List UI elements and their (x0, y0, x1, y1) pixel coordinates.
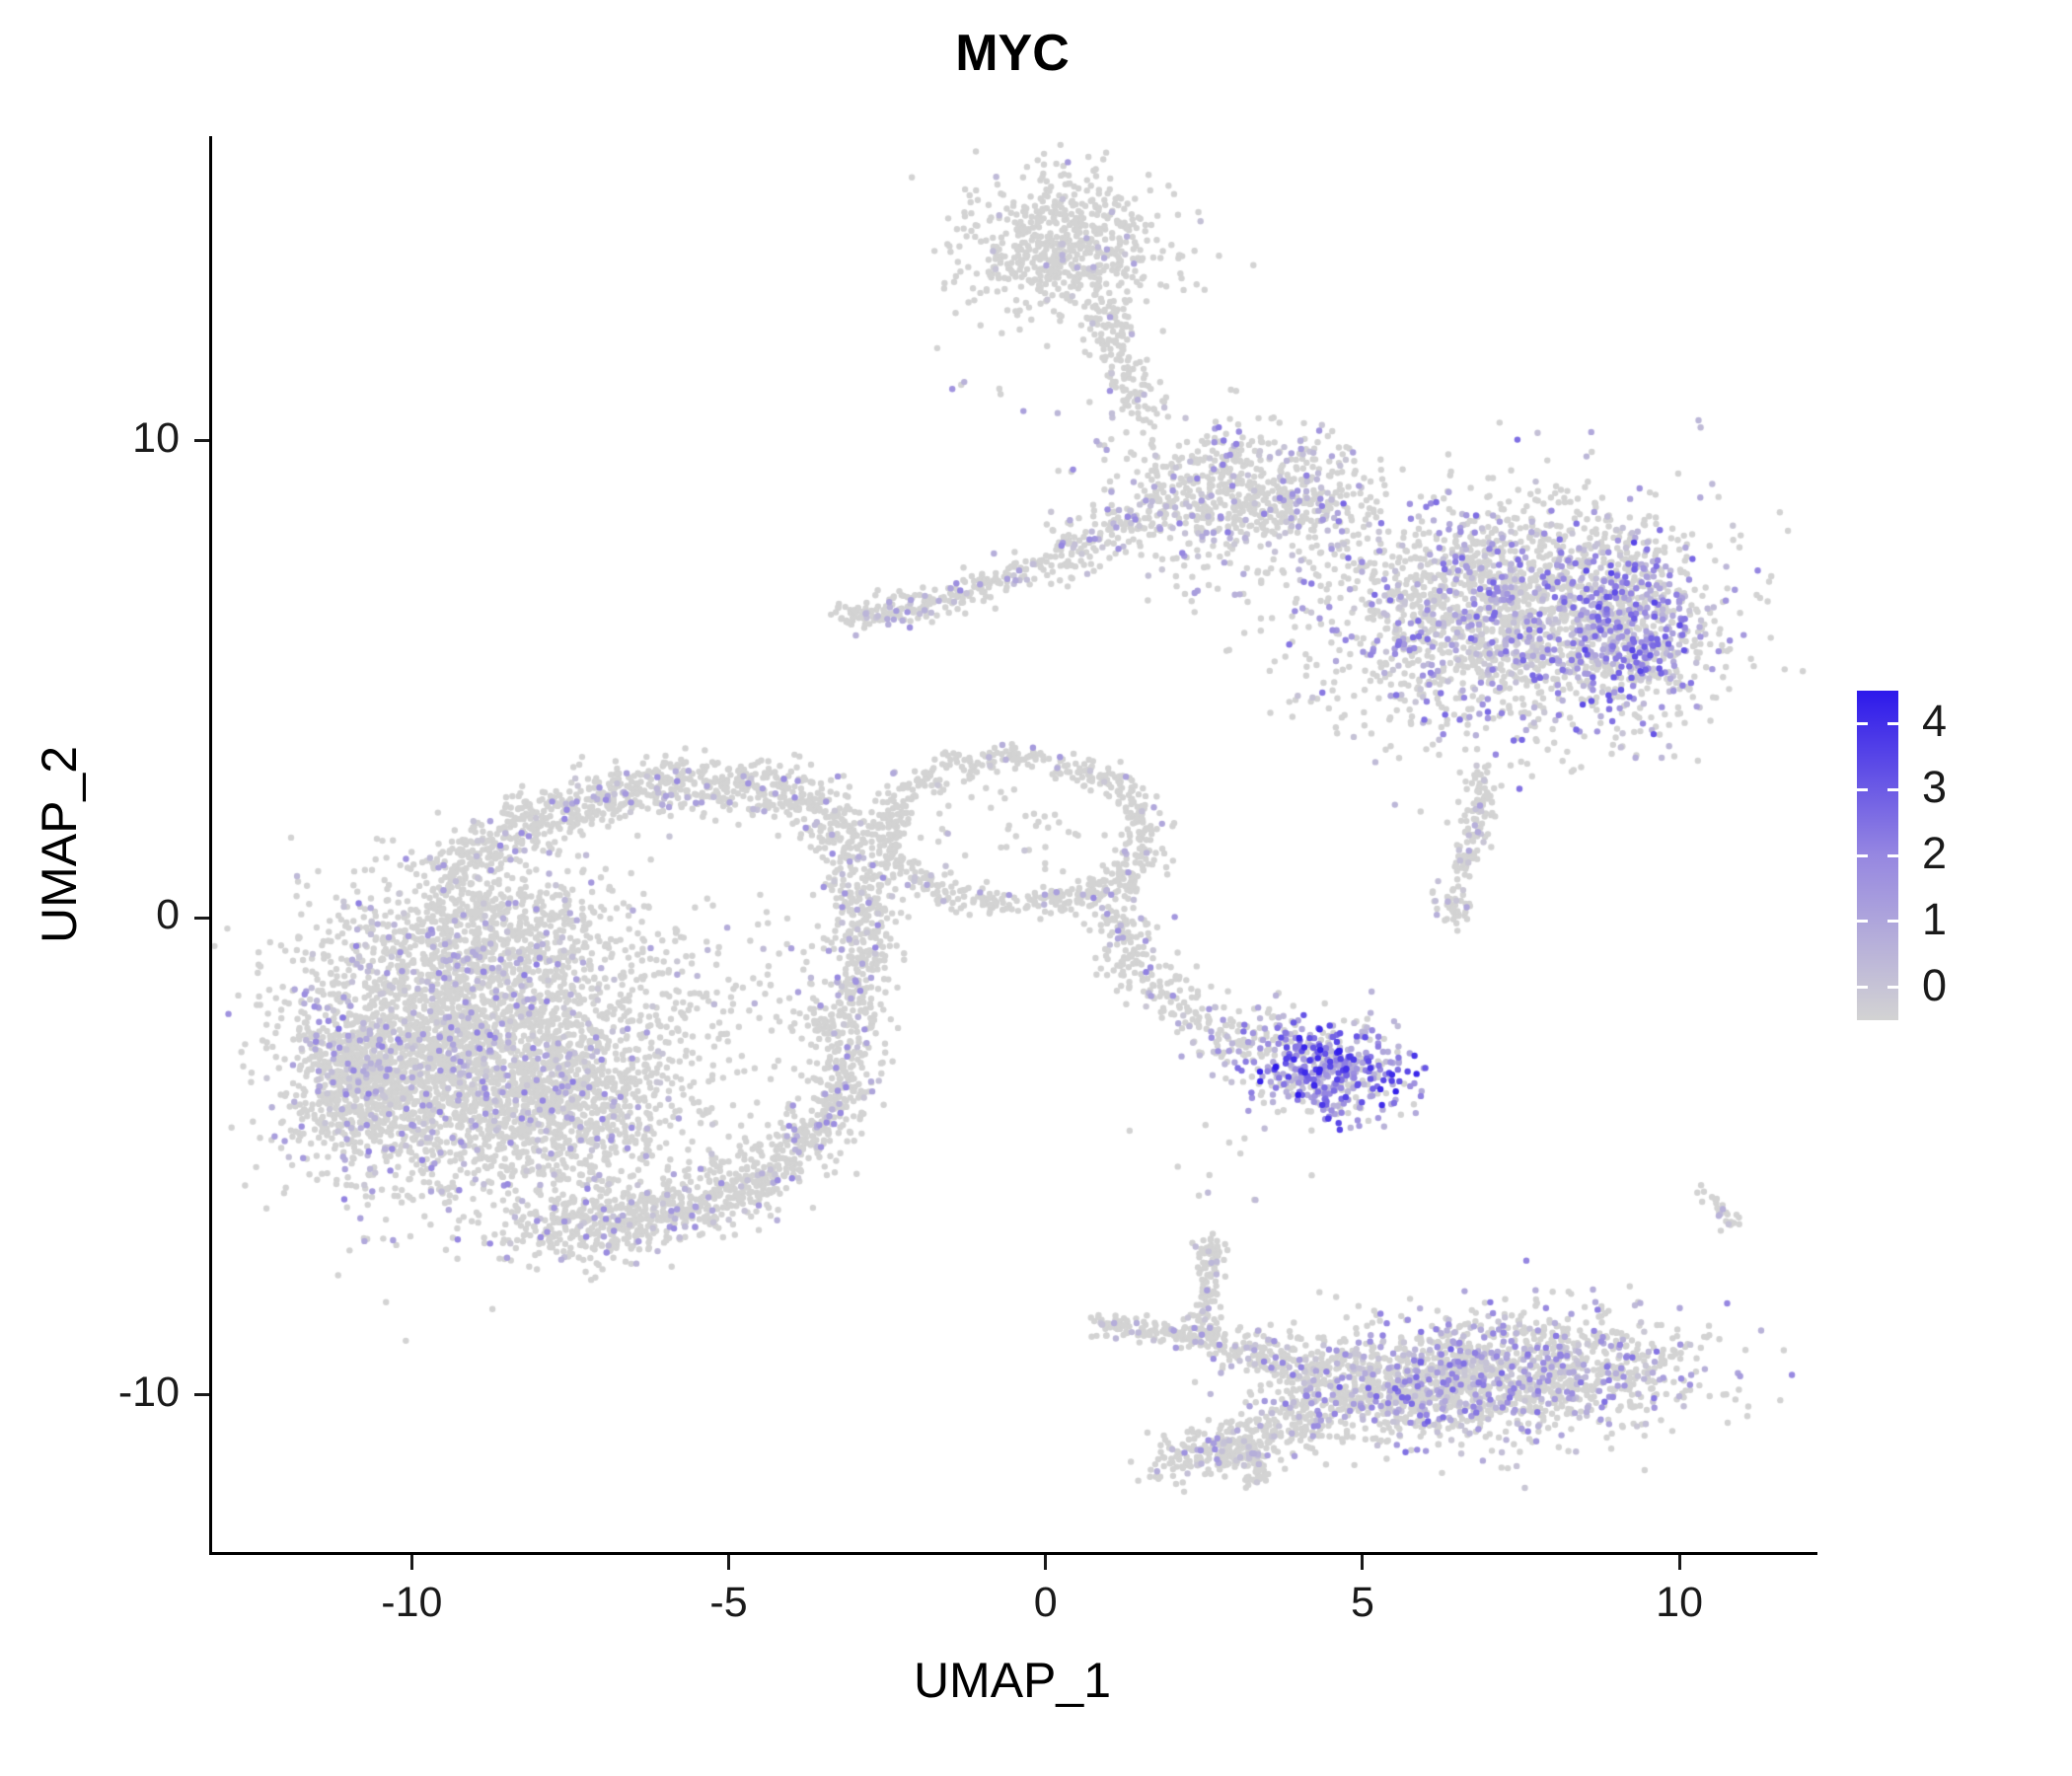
x-tick-mark (1044, 1555, 1048, 1570)
chart-title: MYC (955, 25, 1070, 82)
legend-tick-label: 4 (1922, 696, 1948, 747)
legend-tick-mark (1887, 853, 1898, 857)
legend-tick-mark (1887, 986, 1898, 990)
x-tick-label: 5 (1350, 1579, 1374, 1626)
x-axis-line (209, 1552, 1817, 1555)
x-tick-label: 0 (1033, 1579, 1058, 1626)
x-tick-mark (1677, 1555, 1681, 1570)
x-tick-mark (409, 1555, 413, 1570)
x-tick-label: -5 (709, 1579, 748, 1626)
y-tick-label: 0 (156, 891, 180, 939)
x-tick-label: 10 (1656, 1579, 1704, 1626)
y-axis-line (209, 136, 212, 1555)
y-tick-mark (194, 916, 209, 920)
x-axis-label: UMAP_1 (913, 1653, 1112, 1708)
legend-tick-mark (1857, 721, 1868, 725)
y-tick-label: -10 (117, 1368, 180, 1416)
legend-tick-label: 2 (1922, 828, 1948, 878)
legend-tick-label: 3 (1922, 762, 1948, 813)
y-tick-label: 10 (132, 413, 180, 462)
x-tick-mark (727, 1555, 731, 1570)
legend-tick-mark (1887, 787, 1898, 791)
legend-tick-label: 0 (1922, 959, 1948, 1010)
legend-tick-mark (1857, 920, 1868, 924)
y-tick-mark (194, 439, 209, 443)
legend-tick-label: 1 (1922, 893, 1948, 944)
x-tick-mark (1361, 1555, 1365, 1570)
legend-tick-mark (1857, 787, 1868, 791)
legend-tick-mark (1887, 721, 1898, 725)
y-tick-mark (194, 1393, 209, 1396)
x-tick-label: -10 (381, 1579, 443, 1626)
legend-tick-mark (1857, 986, 1868, 990)
legend-tick-mark (1857, 853, 1868, 857)
legend-tick-mark (1887, 920, 1898, 924)
